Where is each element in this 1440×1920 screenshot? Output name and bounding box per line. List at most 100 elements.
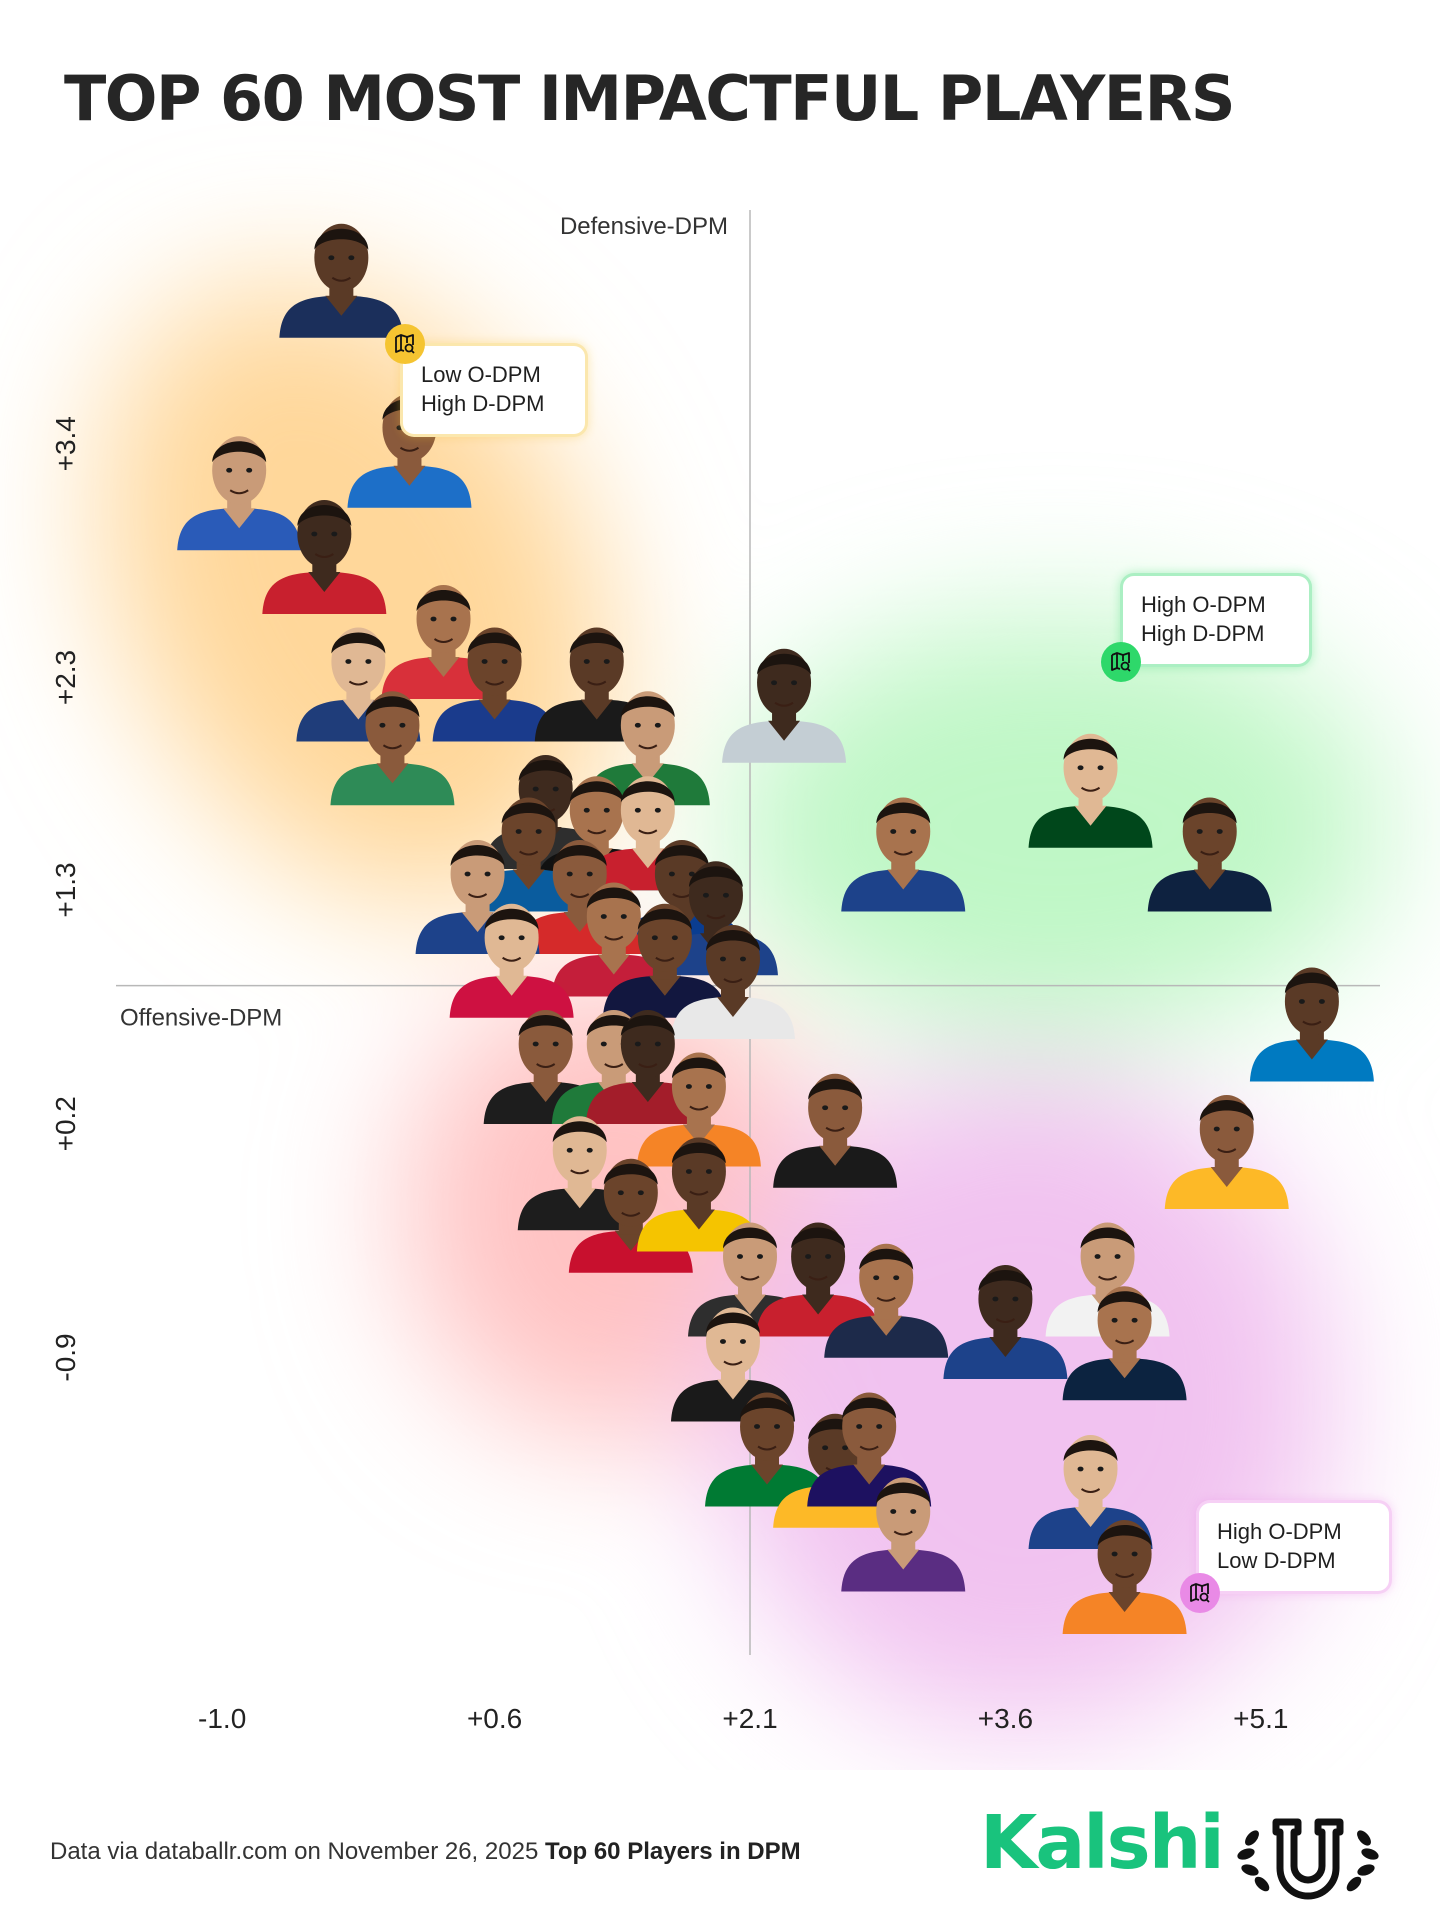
neck [1210, 1167, 1243, 1187]
eye [535, 829, 542, 834]
eye [566, 1147, 573, 1153]
callout-line: High O-DPM [1141, 592, 1266, 617]
mouth [1200, 850, 1220, 856]
mouth [638, 744, 658, 750]
hair [569, 781, 624, 803]
eye [1196, 829, 1203, 834]
mouth [723, 978, 743, 983]
neck [308, 572, 341, 592]
y-tick-label: +0.2 [50, 1096, 81, 1151]
hair [978, 1270, 1033, 1291]
eye [501, 659, 508, 664]
eye [992, 1296, 999, 1302]
neck [648, 975, 681, 996]
eye [822, 1445, 829, 1451]
mouth [485, 680, 505, 686]
callout-line: High O-DPM [1217, 1519, 1342, 1544]
eye [739, 956, 746, 962]
callout-line: Low O-DPM [421, 362, 541, 387]
mouth [655, 956, 675, 962]
jersey [330, 763, 455, 806]
eye [583, 807, 590, 813]
neck [682, 1209, 715, 1230]
hair [723, 1227, 777, 1249]
hair [586, 1015, 641, 1036]
jersey [279, 295, 404, 338]
hair [467, 632, 522, 654]
eye [1216, 829, 1223, 834]
neck [1108, 1592, 1141, 1612]
eye [757, 1254, 763, 1259]
hair [552, 1121, 607, 1143]
eye [1012, 1296, 1019, 1302]
eye [654, 722, 661, 728]
player-headshot [807, 1392, 932, 1507]
neck [887, 1549, 920, 1570]
hair [671, 1057, 726, 1079]
jersey [1062, 1592, 1187, 1634]
neck [853, 1464, 886, 1485]
hair [365, 696, 420, 718]
eye [1318, 999, 1325, 1004]
neck [819, 1145, 852, 1166]
neck [989, 1337, 1022, 1357]
mouth [536, 1063, 556, 1068]
jersey [1062, 1358, 1187, 1401]
chart-title: TOP 60 MOST IMPACTFUL PLAYERS [64, 62, 1236, 135]
x-tick-label: +3.6 [978, 1703, 1033, 1734]
eye [910, 829, 917, 834]
eye [737, 1254, 743, 1259]
player-headshot [705, 1392, 830, 1507]
map-search-icon [1180, 1573, 1220, 1613]
neck [631, 848, 664, 869]
neck [734, 1294, 766, 1315]
eye [498, 935, 505, 941]
hair [484, 908, 539, 930]
eye [651, 935, 658, 941]
eye [1111, 1551, 1118, 1557]
source-text: Data via databallr.com on November 26, 2… [50, 1838, 539, 1865]
neck [802, 1294, 835, 1315]
eye [450, 616, 457, 622]
neck [1108, 1358, 1141, 1379]
mouth [638, 829, 658, 835]
eye [890, 829, 897, 834]
hair [518, 1015, 573, 1036]
eye [246, 467, 253, 473]
player-headshot [330, 691, 455, 806]
jersey [773, 1145, 898, 1188]
eye [226, 467, 233, 473]
mouth [1080, 1488, 1101, 1493]
x-tick-label: -1.0 [198, 1703, 246, 1734]
neck [1295, 1039, 1328, 1060]
mouth [995, 1318, 1015, 1323]
eye [399, 722, 406, 728]
quadrant-callout: High O-DPM High D-DPM [1120, 573, 1312, 667]
mouth [570, 893, 590, 898]
hair [1284, 972, 1339, 994]
jersey [1028, 805, 1153, 848]
hair [740, 1397, 795, 1419]
player-headshot [449, 903, 574, 1018]
eye [1077, 765, 1084, 771]
source-bold: Top 60 Players in DPM [544, 1838, 801, 1865]
neck [597, 954, 630, 975]
player-headshot [1147, 797, 1272, 912]
hair [331, 632, 386, 654]
neck [614, 1230, 647, 1251]
mouth [774, 701, 794, 707]
player-headshot [943, 1265, 1068, 1379]
hair [808, 1078, 863, 1100]
eye [328, 255, 335, 261]
jersey [1147, 869, 1272, 912]
hair [876, 802, 931, 824]
eye [365, 659, 372, 664]
mouth [587, 829, 607, 835]
neck [529, 1082, 562, 1102]
eye [719, 1339, 726, 1344]
neck [716, 997, 749, 1017]
eye [481, 659, 488, 664]
hair [876, 1482, 931, 1504]
eye [620, 914, 627, 919]
eye [515, 829, 522, 834]
